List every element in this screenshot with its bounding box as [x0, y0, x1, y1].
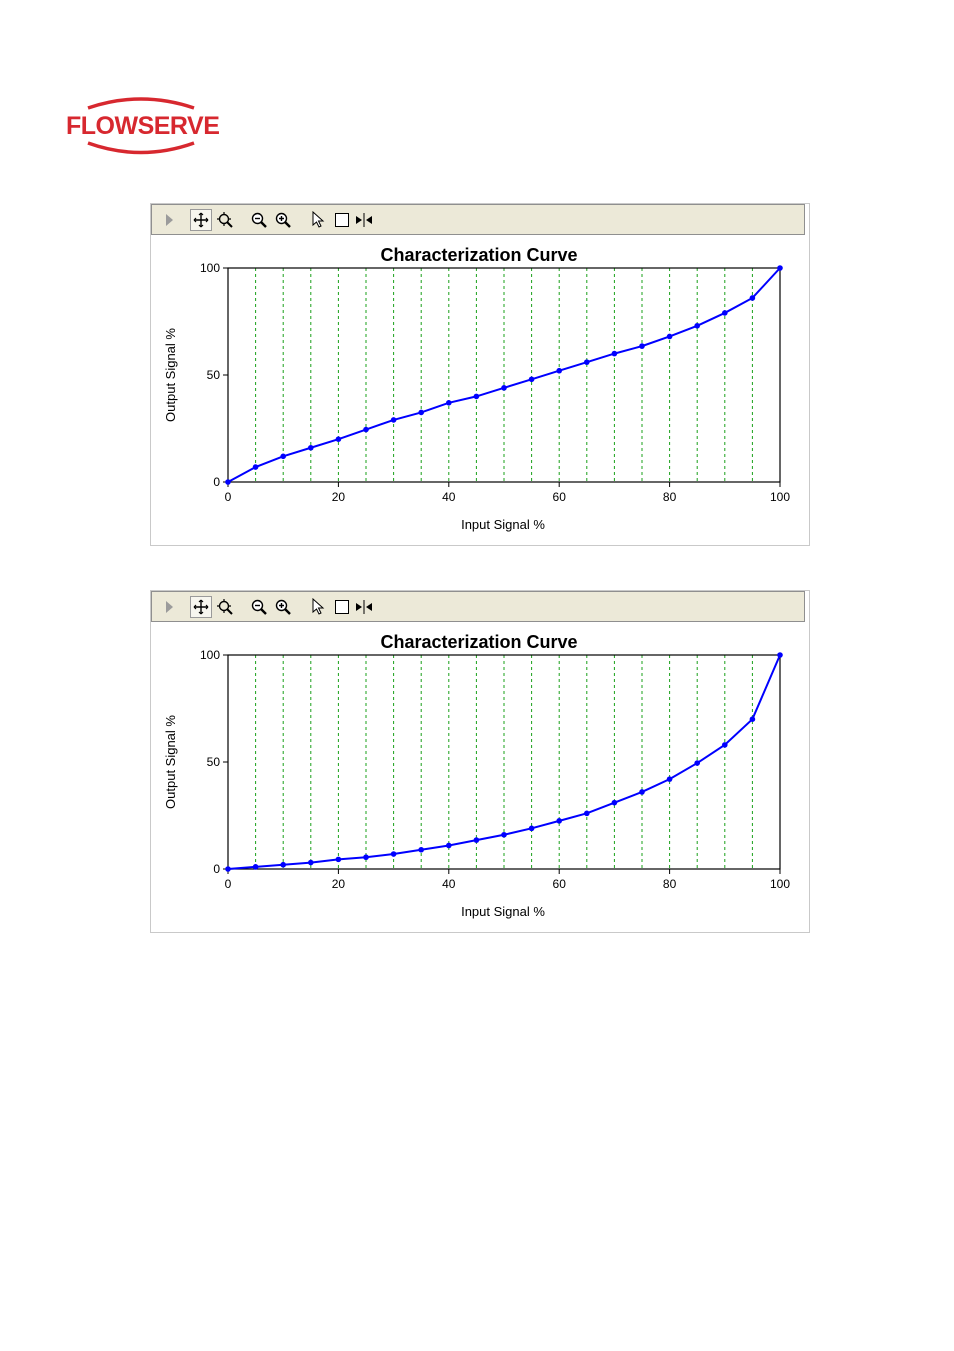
data-point — [694, 760, 700, 766]
pointer-icon[interactable] — [307, 209, 329, 231]
x-tick-label: 20 — [332, 490, 346, 504]
chart-panel-2: Characterization Curve 0 50 100 0 20 40 60 80 1… — [150, 590, 810, 933]
logo-swoosh-icon — [87, 97, 195, 155]
x-tick-label: 60 — [553, 877, 567, 891]
pointer-icon[interactable] — [307, 596, 329, 618]
data-point — [528, 376, 535, 383]
data-point — [584, 359, 590, 365]
y-tick-label: 50 — [207, 755, 221, 769]
data-point — [501, 831, 507, 838]
chart-title: Characterization Curve — [380, 245, 577, 265]
data-point — [252, 864, 259, 870]
cursor-split-icon[interactable] — [353, 209, 375, 231]
data-point — [749, 295, 756, 301]
data-point — [666, 776, 673, 782]
data-point — [639, 789, 645, 795]
data-point — [777, 265, 783, 271]
data-point — [666, 333, 673, 340]
data-point — [280, 861, 286, 868]
x-tick-label: 20 — [332, 877, 346, 891]
y-tick-label: 50 — [207, 368, 221, 382]
line-chart-2: Characterization Curve 0 50 100 0 20 40 60 80 1… — [163, 632, 790, 919]
x-tick-label: 0 — [225, 877, 232, 891]
data-point — [446, 842, 452, 849]
zoom-out-icon[interactable] — [248, 209, 270, 231]
zoom-in-icon[interactable] — [272, 209, 294, 231]
x-tick-label: 80 — [663, 490, 677, 504]
pan-icon[interactable] — [190, 596, 212, 618]
y-tick-label: 0 — [213, 862, 220, 876]
y-axis-label: Output Signal % — [163, 328, 178, 422]
data-point — [722, 310, 728, 316]
x-tick-label: 40 — [442, 877, 456, 891]
data-point — [611, 350, 618, 357]
data-point — [335, 856, 342, 863]
data-point — [584, 810, 590, 817]
zoom-out-icon[interactable] — [248, 596, 270, 618]
data-point — [418, 846, 425, 853]
pan-icon[interactable] — [190, 209, 212, 231]
line-chart-1: Characterization Curve 0 50 100 0 20 40 60 80 1… — [163, 245, 790, 532]
zoom-fit-icon[interactable] — [214, 596, 236, 618]
chart-title: Characterization Curve — [380, 632, 577, 652]
data-point — [556, 367, 562, 374]
y-tick-label: 100 — [200, 261, 220, 275]
select-box-icon[interactable] — [331, 209, 353, 231]
chart-panel-1: Characterization Curve 0 50 100 0 20 40 60 80 1… — [150, 203, 810, 546]
data-point — [418, 409, 425, 416]
data-point — [252, 464, 259, 470]
data-point — [528, 825, 535, 832]
data-point — [777, 652, 783, 658]
y-tick-label: 0 — [213, 475, 220, 489]
data-point — [363, 854, 369, 861]
data-point — [473, 393, 480, 400]
data-point — [556, 818, 562, 824]
data-point — [308, 444, 314, 451]
flowserve-logo: FLOWSERVE — [66, 96, 220, 158]
x-axis-label: Input Signal % — [461, 904, 545, 919]
data-point — [225, 479, 231, 485]
expand-arrow-icon[interactable] — [158, 596, 180, 618]
data-point — [308, 859, 314, 866]
data-point — [225, 866, 231, 872]
data-point — [363, 426, 369, 433]
chart-toolbar — [151, 591, 805, 622]
y-tick-label: 100 — [200, 648, 220, 662]
data-point — [390, 417, 397, 423]
select-box-icon[interactable] — [331, 596, 353, 618]
data-point — [749, 716, 756, 722]
x-tick-label: 100 — [770, 877, 790, 891]
y-axis-label: Output Signal % — [163, 715, 178, 809]
data-point — [280, 453, 286, 460]
chart-toolbar — [151, 204, 805, 235]
data-point — [390, 851, 397, 857]
data-point — [611, 799, 618, 806]
data-point — [473, 837, 480, 843]
data-point — [501, 385, 507, 391]
x-tick-label: 40 — [442, 490, 456, 504]
logo-text: FLOWSERVE — [66, 112, 220, 140]
x-tick-label: 0 — [225, 490, 232, 504]
data-point — [722, 742, 728, 748]
x-tick-label: 100 — [770, 490, 790, 504]
data-point — [639, 343, 645, 349]
x-tick-label: 60 — [553, 490, 567, 504]
x-axis-label: Input Signal % — [461, 517, 545, 532]
data-point — [335, 436, 342, 442]
data-point — [694, 322, 700, 329]
cursor-split-icon[interactable] — [353, 596, 375, 618]
zoom-fit-icon[interactable] — [214, 209, 236, 231]
data-point — [446, 400, 452, 406]
x-tick-label: 80 — [663, 877, 677, 891]
zoom-in-icon[interactable] — [272, 596, 294, 618]
expand-arrow-icon[interactable] — [158, 209, 180, 231]
